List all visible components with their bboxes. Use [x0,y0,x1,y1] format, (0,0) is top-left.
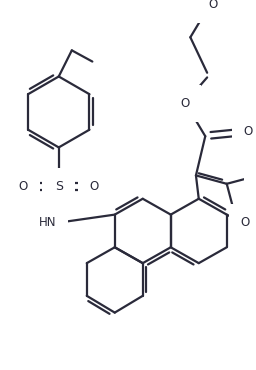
Text: O: O [244,125,253,138]
Text: O: O [19,180,28,193]
Text: HN: HN [39,216,56,229]
Text: O: O [208,0,217,11]
Text: O: O [180,97,189,110]
Text: O: O [241,216,250,229]
Text: O: O [90,180,99,193]
Text: S: S [55,180,63,193]
